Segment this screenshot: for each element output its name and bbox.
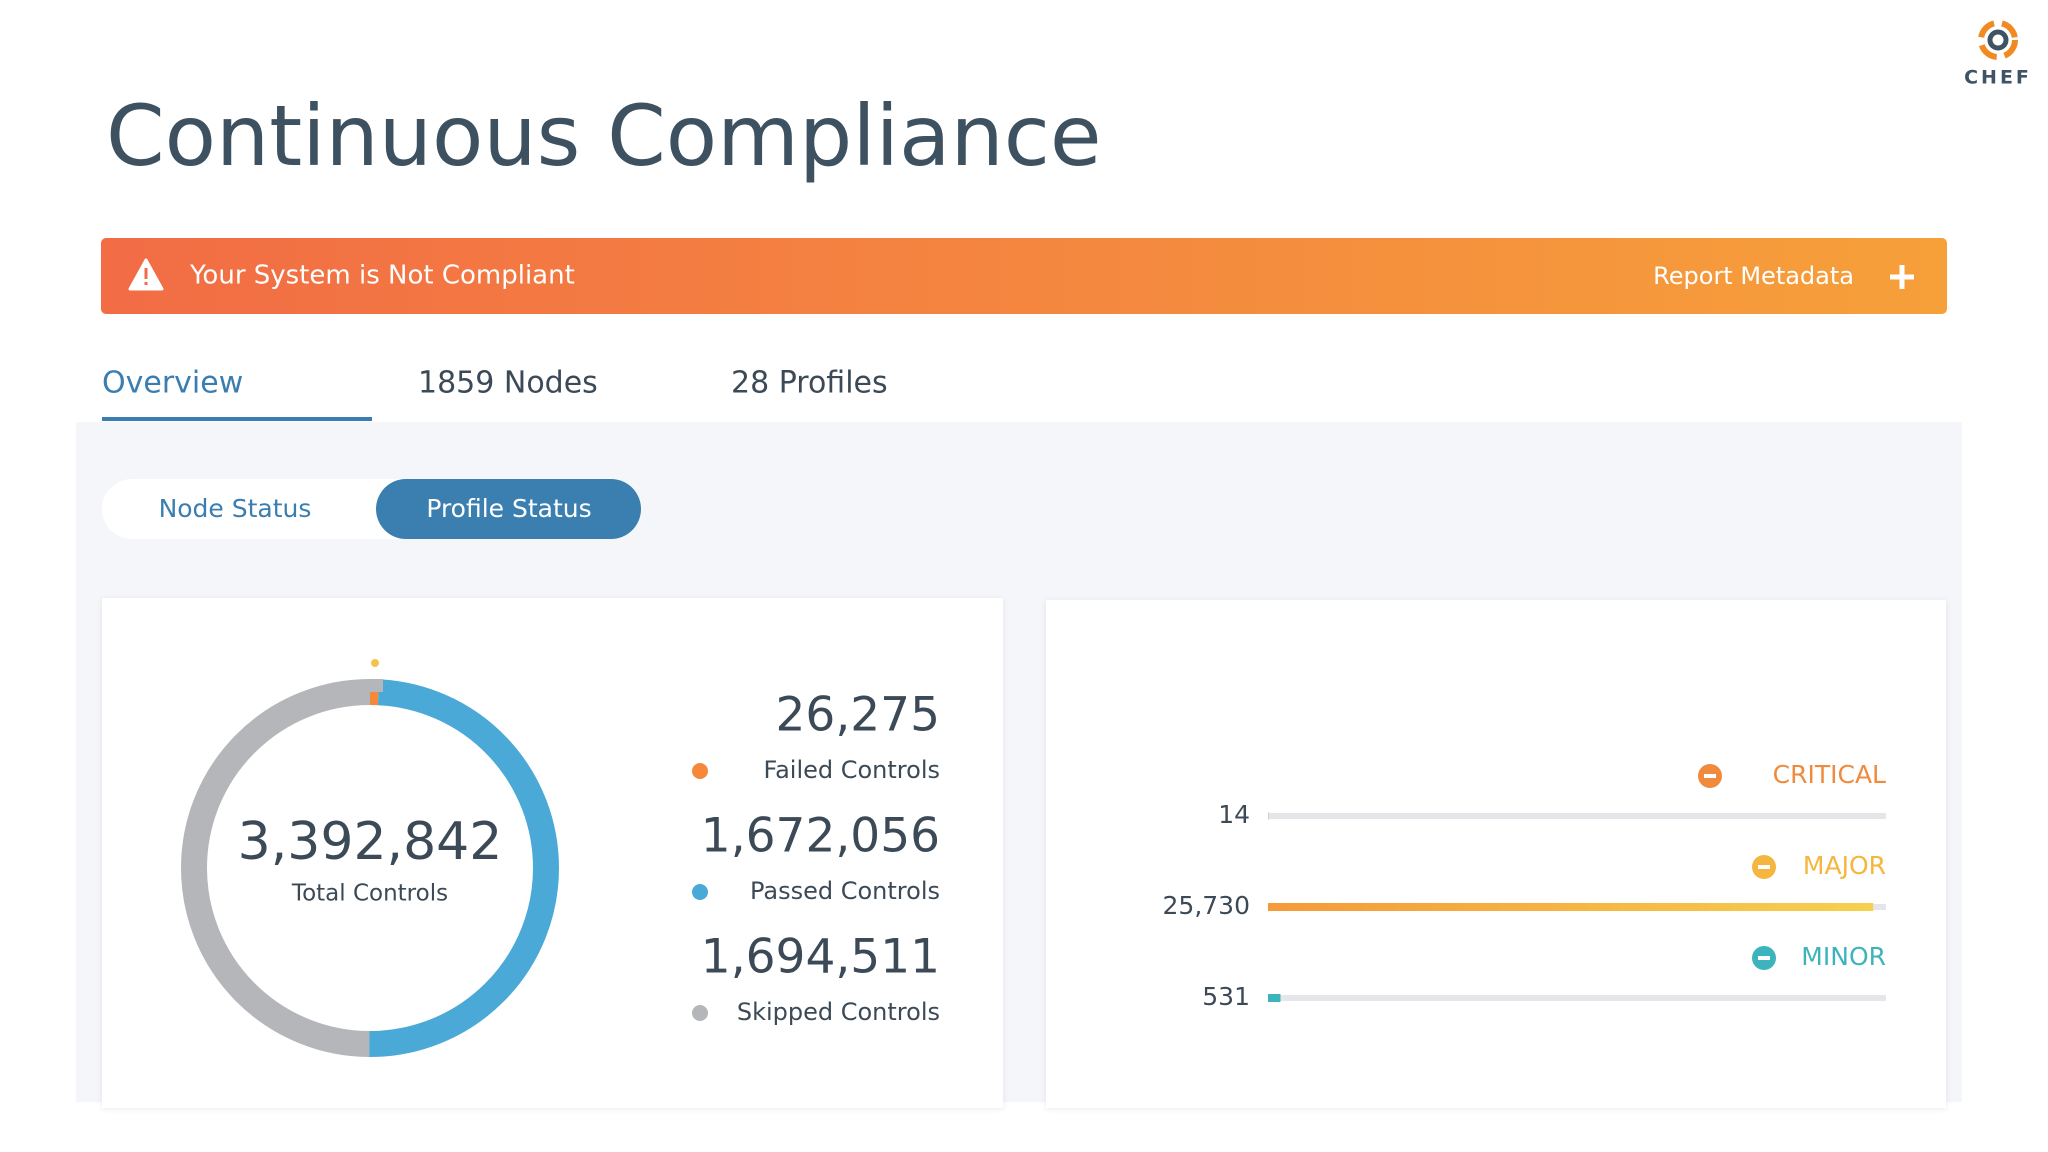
legend-dot bbox=[692, 763, 708, 779]
total-value: 3,392,842 bbox=[238, 812, 503, 872]
legend-dot bbox=[692, 1005, 708, 1021]
bar-value: 531 bbox=[1202, 982, 1250, 1011]
icon-glyph bbox=[1758, 956, 1770, 960]
legend-dot bbox=[692, 884, 708, 900]
legend-label: Passed Controls bbox=[750, 877, 940, 905]
bar bbox=[1268, 994, 1281, 1002]
icon-glyph bbox=[1704, 774, 1716, 778]
total-caption: Total Controls bbox=[291, 881, 448, 907]
donut-segment bbox=[181, 679, 559, 1057]
bar bbox=[1268, 903, 1874, 911]
legend-label: Failed Controls bbox=[763, 756, 940, 784]
plus-icon[interactable] bbox=[1890, 265, 1914, 289]
page-title: Continuous Compliance bbox=[106, 87, 1102, 185]
toggle-option[interactable]: Profile Status bbox=[426, 494, 591, 523]
tab[interactable]: 1859 Nodes bbox=[418, 366, 598, 401]
toggle-option[interactable]: Node Status bbox=[159, 494, 312, 523]
tab[interactable]: Overview bbox=[102, 366, 243, 401]
icon-glyph bbox=[1758, 865, 1770, 869]
legend-value: 1,672,056 bbox=[701, 809, 940, 864]
legend-value: 26,275 bbox=[776, 688, 940, 743]
legend-value: 1,694,511 bbox=[701, 930, 940, 985]
severity-label: MAJOR bbox=[1803, 851, 1886, 880]
toggle-active bbox=[376, 479, 641, 539]
bar-value: 14 bbox=[1218, 800, 1250, 829]
warning-icon bbox=[128, 258, 164, 291]
severity-label: MINOR bbox=[1801, 942, 1886, 971]
marker-dot bbox=[371, 659, 379, 667]
banner-message: Your System is Not Compliant bbox=[189, 261, 575, 291]
bar-value: 25,730 bbox=[1163, 891, 1250, 920]
logo-text: CHEF bbox=[1964, 67, 2032, 89]
alert-banner bbox=[101, 238, 1947, 314]
tab[interactable]: 28 Profiles bbox=[731, 366, 888, 401]
tab-underline bbox=[102, 417, 372, 421]
logo: CHEF bbox=[1964, 20, 2032, 89]
card bbox=[1046, 600, 1946, 1108]
legend-label: Skipped Controls bbox=[737, 998, 940, 1026]
donut-segment bbox=[181, 679, 559, 1057]
banner-action[interactable]: Report Metadata bbox=[1653, 262, 1854, 290]
severity-label: CRITICAL bbox=[1773, 760, 1886, 789]
